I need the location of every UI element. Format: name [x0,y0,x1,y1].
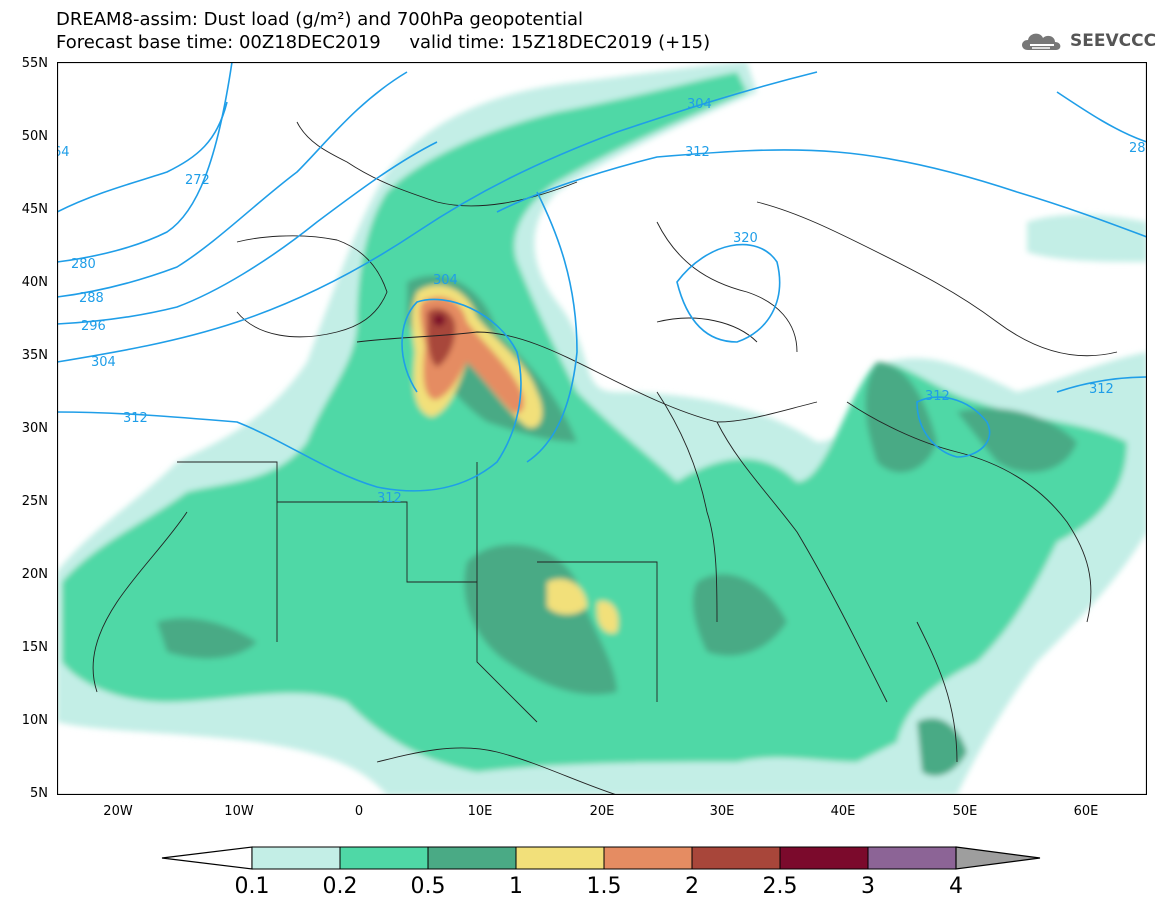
lon-label: 10E [467,804,493,819]
colorbar-tick: 3 [861,874,875,899]
contour-label: 312 [685,145,710,160]
map-panel: 272 280 288 296 304 312 312 304 312 320 … [57,62,1147,795]
contour-label: 312 [377,491,402,506]
lat-label: 55N [21,56,48,71]
lon-label: 60E [1073,804,1099,819]
contour-label: 288 [79,291,104,306]
colorbar-tick: 0.1 [234,874,270,899]
cloud-icon [1022,33,1061,50]
seevccc-logo: SEEVCCC [1018,26,1156,56]
colorbar-high-arrow [955,846,1041,870]
contour-label: 28 [1129,141,1146,156]
lon-label: 20E [589,804,615,819]
lon-label: 50E [952,804,978,819]
contour-label: 312 [123,411,148,426]
colorbar-tick: 1 [509,874,523,899]
colorbar-tick: 1.5 [586,874,622,899]
lat-label: 35N [21,348,48,363]
map-title: DREAM8-assim: Dust load (g/m²) and 700hP… [56,9,583,30]
lat-label: 10N [21,713,48,728]
dust-field [57,62,1147,795]
colorbar-bin [427,846,517,870]
colorbar-tick: 4 [949,874,963,899]
lat-label: 45N [21,202,48,217]
lon-label: 0 [354,804,364,819]
colorbar-bin [779,846,869,870]
contour-label: 304 [433,273,458,288]
boundaries [92,121,1118,795]
colorbar-bin [603,846,693,870]
colorbar-bin [691,846,781,870]
contour-label: 296 [81,319,106,334]
colorbar-low-arrow [161,846,253,870]
lat-label: 30N [21,421,48,436]
geopotential-contours [57,62,1147,492]
lon-label: 20W [103,804,133,819]
lon-label: 40E [830,804,856,819]
contour-label: 304 [687,97,712,112]
lon-label: 30E [709,804,735,819]
lat-label: 40N [21,275,48,290]
contour-label: 320 [733,231,758,246]
colorbar [161,846,1041,870]
colorbar-bin [339,846,429,870]
forecast-times: Forecast base time: 00Z18DEC2019 valid t… [56,32,711,53]
contour-label: 312 [925,389,950,404]
colorbar-tick: 2 [685,874,699,899]
contour-labels: 272 280 288 296 304 312 312 304 312 320 … [57,97,1146,506]
colorbar-bin [515,846,605,870]
colorbar-bin [251,846,341,870]
contour-label: 272 [185,173,210,188]
lat-label: 5N [30,786,48,801]
map-border [57,62,1147,795]
colorbar-bin [867,846,957,870]
dust-map: 272 280 288 296 304 312 312 304 312 320 … [57,62,1147,795]
logo-text: SEEVCCC [1070,31,1157,51]
lat-label: 20N [21,567,48,582]
lon-label: 10W [224,804,254,819]
contour-label: 312 [1089,382,1114,397]
lat-label: 15N [21,640,48,655]
contour-label: 304 [91,355,116,370]
contour-label: 64 [57,145,70,160]
lat-label: 50N [21,129,48,144]
colorbar-tick: 2.5 [762,874,798,899]
colorbar-tick: 0.2 [322,874,358,899]
contour-label: 280 [71,257,96,272]
colorbar-tick: 0.5 [410,874,446,899]
lat-label: 25N [21,494,48,509]
